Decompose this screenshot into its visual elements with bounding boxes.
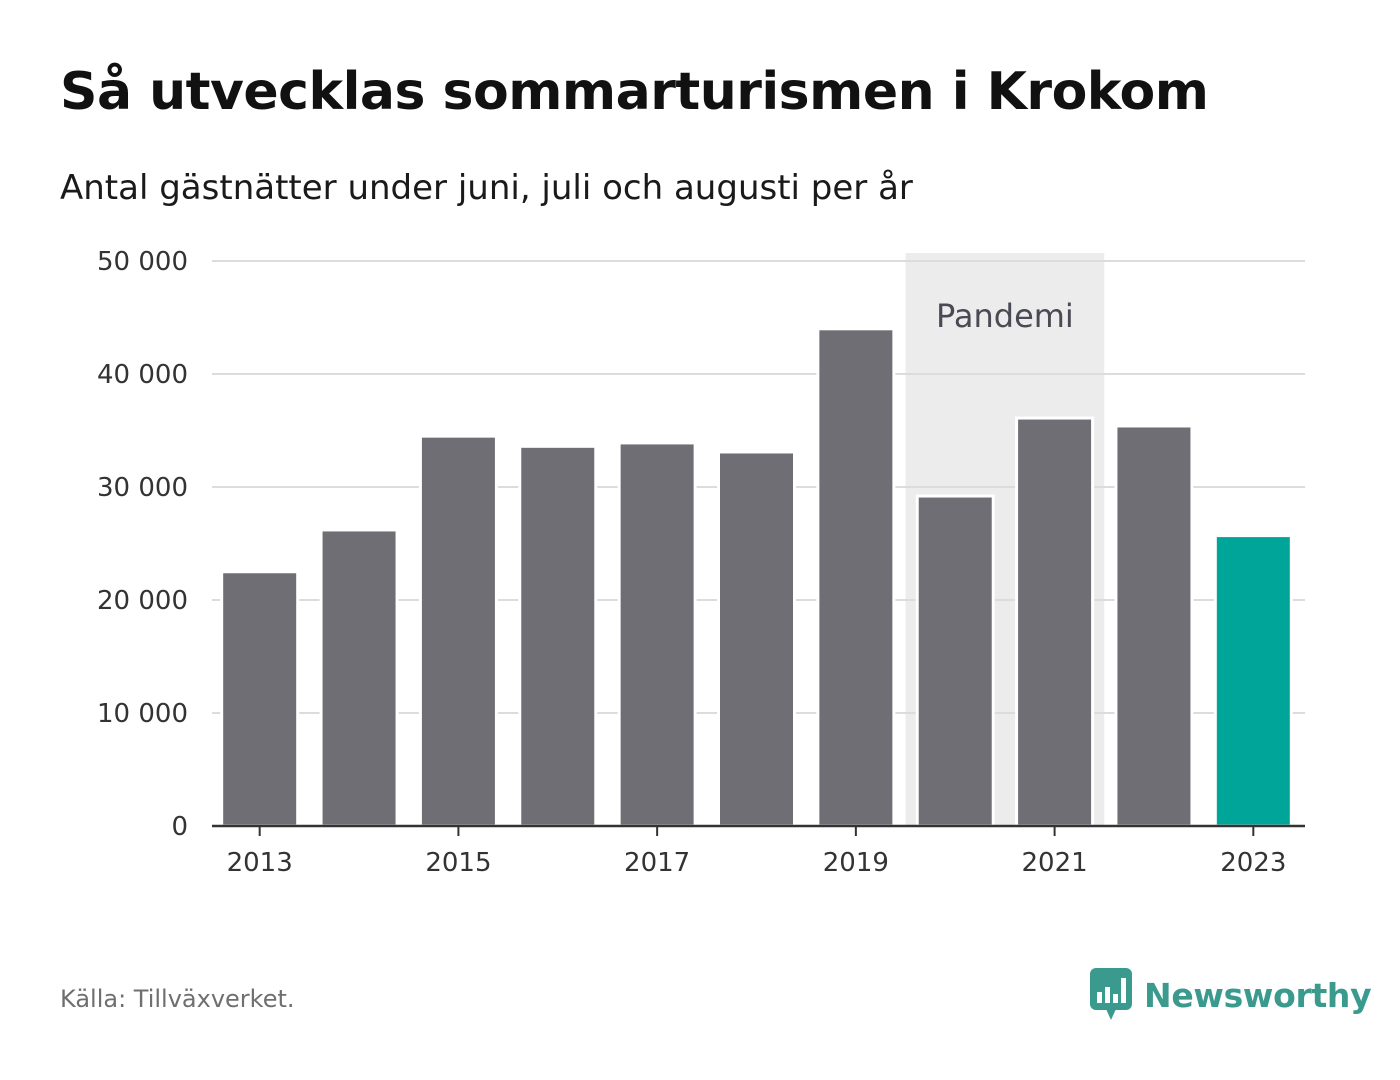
bar-2014 [319, 528, 399, 828]
x-tick-label: 2021 [1022, 848, 1088, 878]
y-tick-label: 50 000 [97, 247, 188, 277]
brand-name: Newsworthy [1144, 975, 1372, 1015]
x-tick-label: 2015 [425, 848, 491, 878]
bar-2022 [1114, 424, 1194, 828]
x-tick-label: 2019 [823, 848, 889, 878]
y-tick-label: 20 000 [97, 586, 188, 616]
brand-logo: Newsworthy [1090, 968, 1372, 1022]
bar-2013 [220, 570, 300, 828]
y-tick-label: 40 000 [97, 360, 188, 390]
bar-2015 [418, 434, 498, 828]
bar-2017 [617, 441, 697, 828]
pandemic-band-label: Pandemi [936, 297, 1074, 335]
y-axis-labels: 0 10 000 20 000 30 000 40 000 50 000 [97, 247, 188, 842]
bar-2018 [717, 450, 796, 828]
x-axis [212, 824, 1305, 836]
y-tick-label: 0 [171, 812, 188, 842]
bar-2016 [518, 444, 598, 828]
chart-subtitle: Antal gästnätter under juni, juli och au… [60, 168, 913, 208]
y-tick-label: 30 000 [97, 473, 188, 503]
bar-2021 [1015, 416, 1095, 828]
newsworthy-logo-icon [1090, 968, 1132, 1020]
x-axis-labels: 2013 2015 2017 2019 2021 2023 [227, 848, 1287, 878]
bars [220, 327, 1293, 828]
x-tick-label: 2017 [624, 848, 690, 878]
y-tick-label: 10 000 [97, 699, 188, 729]
source-note: Källa: Tillväxverket. [60, 985, 295, 1013]
x-tick-label: 2023 [1220, 848, 1286, 878]
x-tick-label: 2013 [227, 848, 293, 878]
bar-2019 [816, 327, 896, 828]
bar-2023 [1213, 534, 1293, 828]
chart-title: Så utvecklas sommarturismen i Krokom [60, 62, 1209, 122]
bar-2020 [915, 494, 995, 828]
